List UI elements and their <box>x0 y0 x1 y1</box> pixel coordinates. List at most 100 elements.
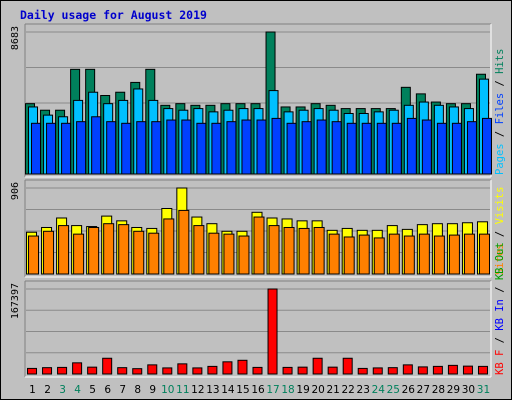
requests-bar-files-2 <box>46 122 57 175</box>
x-tick-label-24: 24 <box>372 384 386 396</box>
x-tick-label-18: 18 <box>281 384 294 396</box>
requests-bar-files-27 <box>421 119 432 175</box>
visitors-right-legend: Sites / Visits <box>494 186 506 275</box>
x-tick-label-17: 17 <box>266 384 279 396</box>
traffic-bar-kb-f-27 <box>417 366 428 375</box>
x-tick-label-30: 30 <box>462 384 475 396</box>
requests-bar-files-1 <box>31 122 42 175</box>
visitors-bar-sites-23 <box>358 234 370 275</box>
visitors-bar-sites-17 <box>268 225 280 275</box>
traffic-legend-kb-out: KB Out <box>494 242 506 280</box>
traffic-bar-kb-f-29 <box>447 364 458 375</box>
visitors-bar-sites-6 <box>103 223 115 275</box>
x-tick-label-21: 21 <box>326 384 339 396</box>
visitors-bar-sites-11 <box>178 209 190 275</box>
traffic-bar-kb-f-21 <box>327 366 338 375</box>
requests-bar-files-10 <box>166 119 177 175</box>
visitors-bar-sites-3 <box>58 225 70 275</box>
traffic-bar-kb-f-24 <box>372 367 383 375</box>
traffic-legend-kb-in: KB In <box>494 299 506 331</box>
traffic-bar-kb-f-4 <box>72 362 83 375</box>
visitors-bar-sites-18 <box>283 226 295 275</box>
traffic-legend-kb-f: KB F <box>494 350 506 375</box>
x-tick-label-16: 16 <box>251 384 265 396</box>
requests-bar-files-26 <box>406 117 417 175</box>
x-tick-label-27: 27 <box>417 384 430 396</box>
traffic-bar-kb-f-3 <box>57 366 68 375</box>
visitors-bar-sites-2 <box>43 230 55 275</box>
x-tick-label-22: 22 <box>342 384 355 396</box>
visitors-bar-sites-20 <box>313 226 325 275</box>
x-tick-label-9: 9 <box>149 384 156 396</box>
visitors-bar-sites-19 <box>298 227 310 275</box>
requests-bar-files-13 <box>211 122 222 175</box>
traffic-legend-separator: / <box>494 280 506 299</box>
traffic-bar-kb-f-22 <box>342 357 353 375</box>
x-tick-label-4: 4 <box>74 384 81 396</box>
visitors-bar-sites-28 <box>433 235 445 275</box>
traffic-bar-kb-f-9 <box>147 364 158 375</box>
visitors-bar-sites-24 <box>373 237 385 275</box>
x-tick-label-15: 15 <box>236 384 249 396</box>
x-tick-label-28: 28 <box>432 384 445 396</box>
visitors-legend-sites: Sites <box>494 243 506 275</box>
requests-bar-files-17 <box>271 117 282 175</box>
traffic-panel-background <box>25 281 491 377</box>
requests-bar-files-22 <box>346 122 357 175</box>
panel-requests: 8683 Pages / Files / Hits <box>10 23 506 178</box>
requests-bar-files-21 <box>331 121 342 175</box>
visitors-bar-sites-26 <box>403 235 415 275</box>
visitors-bar-sites-14 <box>223 233 235 275</box>
traffic-bar-kb-f-20 <box>312 357 323 375</box>
x-tick-label-26: 26 <box>402 384 416 396</box>
x-tick-label-12: 12 <box>191 384 204 396</box>
traffic-bar-kb-f-15 <box>237 359 248 375</box>
x-tick-label-2: 2 <box>44 384 51 396</box>
x-tick-label-25: 25 <box>387 384 400 396</box>
requests-bar-files-15 <box>241 119 252 175</box>
x-tick-label-19: 19 <box>296 384 309 396</box>
requests-bar-files-25 <box>391 122 402 175</box>
requests-legend-hits: Hits <box>494 49 506 74</box>
traffic-bar-kb-f-2 <box>42 367 53 375</box>
x-tick-label-7: 7 <box>119 384 126 396</box>
visitors-bar-sites-9 <box>148 232 160 275</box>
requests-bar-files-11 <box>181 119 192 175</box>
x-tick-label-1: 1 <box>29 384 36 396</box>
traffic-bar-kb-f-23 <box>357 367 368 375</box>
requests-legend-files: Files <box>494 93 506 125</box>
traffic-bar-kb-f-8 <box>132 368 143 375</box>
x-tick-label-8: 8 <box>134 384 141 396</box>
visitors-bar-sites-29 <box>448 234 460 275</box>
x-tick-label-6: 6 <box>104 384 111 396</box>
x-tick-label-3: 3 <box>59 384 66 396</box>
traffic-bar-kb-f-17 <box>267 288 278 375</box>
requests-bar-files-7 <box>121 122 132 175</box>
panel-visitors: 906 Sites / Visits <box>10 179 506 278</box>
visitors-bar-sites-16 <box>253 216 265 275</box>
traffic-bar-kb-f-12 <box>192 367 203 375</box>
traffic-bar-kb-f-5 <box>87 366 98 375</box>
traffic-bar-kb-f-14 <box>222 361 233 375</box>
x-tick-label-23: 23 <box>357 384 370 396</box>
requests-bar-files-31 <box>481 117 492 175</box>
requests-bar-files-8 <box>136 121 147 175</box>
requests-bar-files-4 <box>76 121 87 175</box>
requests-bar-files-14 <box>226 121 237 175</box>
visitors-bar-sites-30 <box>463 233 475 275</box>
visitors-ymax-label: 906 <box>10 182 21 200</box>
visitors-bar-sites-13 <box>208 232 220 275</box>
requests-bar-files-23 <box>361 122 372 175</box>
requests-bar-files-30 <box>466 121 477 175</box>
visitors-bar-sites-1 <box>28 235 40 275</box>
x-tick-label-5: 5 <box>89 384 96 396</box>
visitors-bar-sites-5 <box>88 226 100 275</box>
requests-legend-separator: / <box>494 74 506 93</box>
visitors-bar-sites-21 <box>328 233 340 275</box>
visitors-bar-sites-10 <box>163 218 175 275</box>
chart-title: Daily usage for August 2019 <box>20 8 207 22</box>
visitors-bar-sites-22 <box>343 236 355 275</box>
visitors-bar-sites-8 <box>133 230 145 275</box>
requests-bar-files-12 <box>196 122 207 175</box>
requests-bar-files-29 <box>451 122 462 175</box>
